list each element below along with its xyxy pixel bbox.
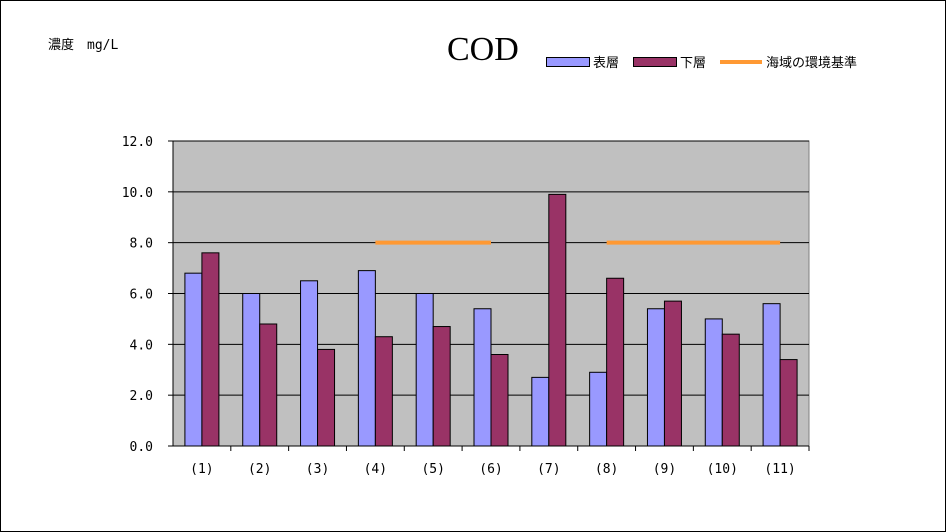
bar-surface-3 (300, 280, 319, 447)
bar-bottom-9 (663, 300, 682, 447)
legend-swatch-surface (546, 56, 590, 67)
legend-item-bottom: 下層 (633, 52, 706, 71)
legend: 表層 下層 海域の環境基準 (546, 52, 871, 71)
x-tick-label: (4) (364, 462, 387, 477)
y-tick-label: 6.0 (130, 288, 153, 303)
legend-label-surface: 表層 (593, 56, 620, 71)
y-axis-unit-label: 濃度 mg/L (48, 38, 119, 53)
bar-surface-7 (531, 376, 550, 447)
bar-bottom-4 (374, 336, 393, 447)
bar-surface-4 (357, 270, 376, 447)
x-tick-label: (11) (764, 462, 795, 477)
bar-surface-11 (762, 303, 781, 447)
bar-surface-5 (415, 293, 434, 447)
y-tick-label: 10.0 (122, 186, 153, 201)
y-tick-label: 2.0 (130, 389, 153, 404)
legend-line-standard (720, 59, 763, 64)
bar-bottom-6 (490, 354, 509, 447)
x-tick-label: (8) (595, 462, 618, 477)
y-tick-label: 8.0 (130, 237, 153, 252)
bar-surface-2 (242, 293, 261, 447)
bar-bottom-3 (317, 348, 336, 447)
legend-label-bottom: 下層 (680, 56, 707, 71)
legend-item-standard: 海域の環境基準 (720, 52, 857, 71)
x-tick-label: (5) (421, 462, 444, 477)
x-tick-label: (3) (306, 462, 329, 477)
x-tick-label: (10) (707, 462, 738, 477)
bar-bottom-2 (259, 323, 278, 447)
bar-surface-1 (184, 272, 203, 447)
bar-surface-9 (646, 308, 665, 447)
y-tick-label: 4.0 (130, 338, 153, 353)
bar-surface-10 (704, 318, 723, 447)
x-tick-label: (9) (653, 462, 676, 477)
legend-swatch-bottom (633, 56, 678, 67)
legend-label-standard: 海域の環境基準 (766, 56, 858, 71)
x-tick-label: (2) (248, 462, 271, 477)
x-tick-label: (6) (479, 462, 502, 477)
bar-bottom-8 (606, 277, 625, 447)
bar-surface-6 (473, 308, 492, 447)
bar-bottom-10 (721, 333, 740, 447)
bar-bottom-11 (779, 359, 798, 447)
bar-bottom-5 (432, 326, 451, 447)
x-tick-label: (7) (537, 462, 560, 477)
chart-title: COD (447, 31, 519, 68)
y-tick-label: 0.0 (130, 440, 153, 455)
bar-bottom-1 (201, 252, 220, 447)
legend-item-surface: 表層 (546, 52, 619, 71)
bar-surface-8 (589, 371, 608, 447)
bar-bottom-7 (548, 193, 567, 447)
y-tick-label: 12.0 (122, 135, 153, 150)
x-tick-label: (1) (190, 462, 213, 477)
